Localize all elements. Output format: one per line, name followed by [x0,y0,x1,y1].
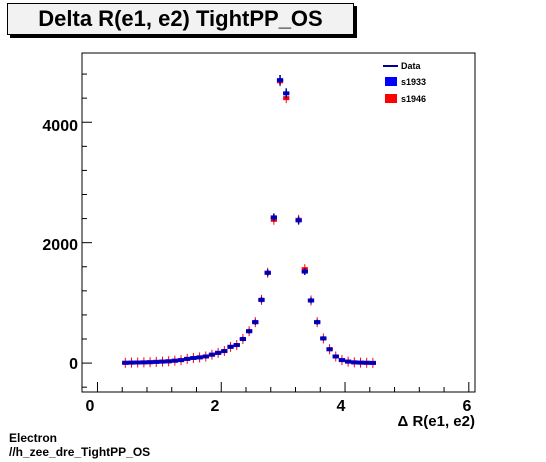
y-tick-label-0: 0 [69,356,78,373]
x-tick-label-4: 4 [337,398,346,415]
y-tick-label-4000: 4000 [42,118,78,135]
chart-title: Delta R(e1, e2) TightPP_OS [7,3,354,35]
x-tick-label-2: 2 [211,398,220,415]
x-tick-label-0: 0 [86,398,95,415]
series-s1946 [122,76,376,368]
legend-label-data: Data [401,61,422,71]
x-axis-title: Δ R(e1, e2) [398,413,475,430]
footer-line-1: Electron [9,431,58,445]
legend-swatch-s1946 [385,94,397,103]
series-s1933 [122,78,376,365]
legend-label-s1946: s1946 [401,94,426,104]
axes [82,73,470,392]
legend-label-s1933: s1933 [401,77,426,87]
legend-swatch-s1933 [385,77,397,86]
x-tick-label-6: 6 [463,398,472,415]
legend: Data s1933 s1946 [383,61,426,104]
series-data [122,74,376,365]
y-tick-label-2000: 2000 [42,237,78,254]
footer-line-2: //h_zee_dre_TightPP_OS [9,445,151,459]
data-marks [122,74,376,368]
plot-frame [81,52,476,393]
footer: Electron //h_zee_dre_TightPP_OS [9,431,150,459]
